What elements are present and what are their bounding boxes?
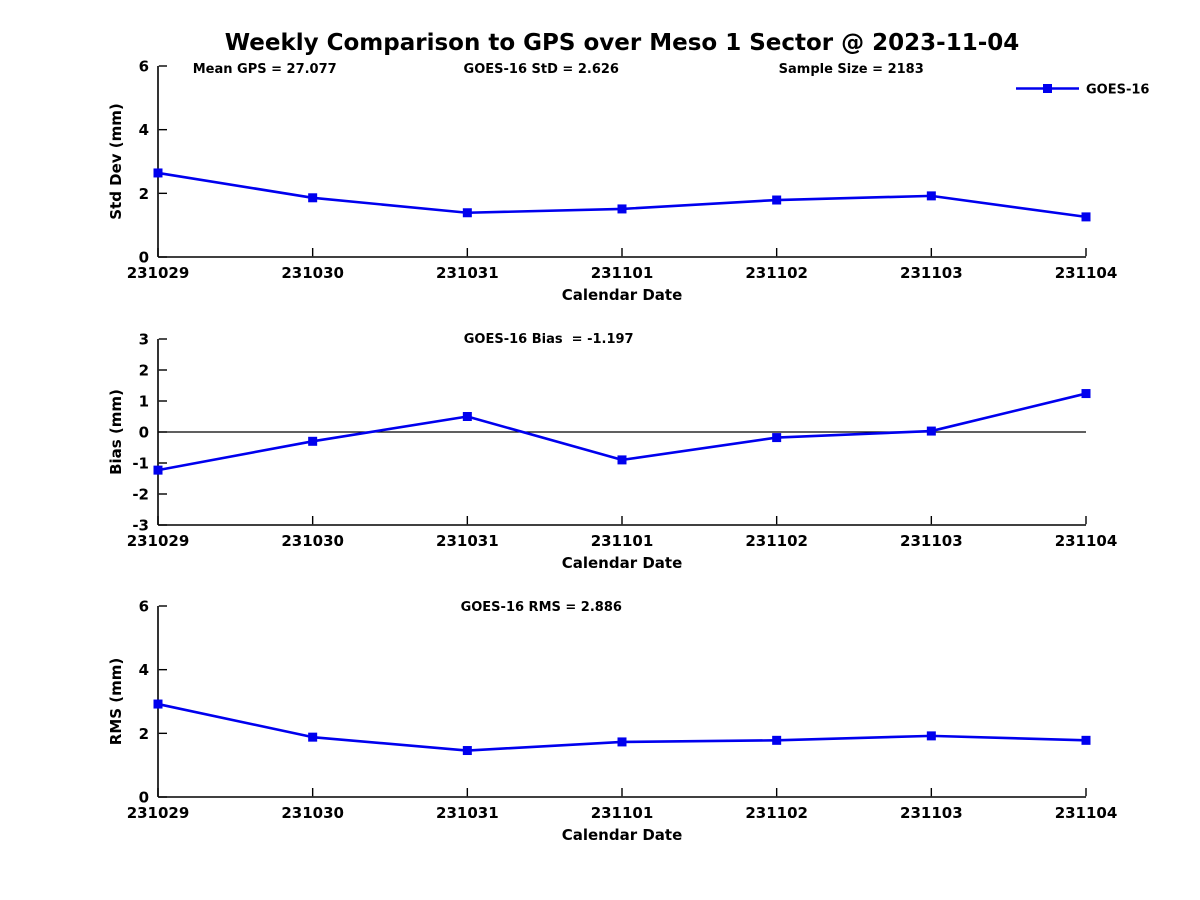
x-tick-label: 231029 <box>127 532 190 550</box>
x-tick-label: 231030 <box>281 804 344 822</box>
data-point-marker <box>772 433 782 443</box>
y-tick-label: -1 <box>132 455 149 473</box>
data-point-marker <box>926 426 936 436</box>
data-point-marker <box>617 204 627 214</box>
y-tick-label: 4 <box>139 661 149 679</box>
data-point-marker <box>462 746 472 756</box>
legend-label: GOES-16 <box>1086 83 1149 98</box>
data-point-marker <box>153 465 163 475</box>
data-point-marker <box>617 455 627 465</box>
x-tick-label: 231103 <box>900 804 963 822</box>
y-tick-label: 6 <box>139 58 149 76</box>
y-tick-label: 0 <box>139 789 149 807</box>
y-tick-label: 2 <box>139 185 149 203</box>
data-point-marker <box>462 412 472 421</box>
data-point-marker <box>308 193 318 203</box>
y-axis-title: Bias (mm) <box>107 389 125 475</box>
x-tick-label: 231101 <box>591 804 654 822</box>
figure-title: Weekly Comparison to GPS over Meso 1 Sec… <box>224 30 1020 56</box>
x-tick-label: 231029 <box>127 804 190 822</box>
data-point-marker <box>926 191 936 201</box>
x-tick-label: 231103 <box>900 532 963 550</box>
data-point-marker <box>308 436 318 446</box>
y-tick-label: 2 <box>139 725 149 743</box>
y-tick-label: 4 <box>139 121 149 139</box>
stat-annotation: GOES-16 Bias = -1.197 <box>464 332 634 347</box>
data-point-marker <box>1081 389 1091 399</box>
x-tick-label: 231031 <box>436 532 499 550</box>
x-tick-label: 231104 <box>1055 532 1118 550</box>
y-tick-label: 0 <box>139 424 149 442</box>
y-tick-label: 3 <box>139 331 149 349</box>
data-point-marker <box>308 732 318 742</box>
x-tick-label: 231102 <box>745 804 808 822</box>
x-tick-label: 231031 <box>436 264 499 282</box>
y-tick-label: -2 <box>132 486 149 504</box>
data-point-marker <box>153 168 163 178</box>
data-point-marker <box>772 735 782 745</box>
data-point-marker <box>153 699 163 709</box>
x-tick-label: 231101 <box>591 532 654 550</box>
x-tick-label: 231103 <box>900 264 963 282</box>
data-point-marker <box>617 737 627 747</box>
x-axis-title: Calendar Date <box>562 826 683 844</box>
y-tick-label: 2 <box>139 362 149 380</box>
x-tick-label: 231104 <box>1055 264 1118 282</box>
rms-mm-chart: 0 2 4 6 231029 231030 231031 231101 231102 231103… <box>107 598 1117 845</box>
stat-annotation: Mean GPS = 27.077 <box>193 62 337 77</box>
x-tick-label: 231101 <box>591 264 654 282</box>
x-tick-label: 231102 <box>745 532 808 550</box>
x-tick-label: 231104 <box>1055 804 1118 822</box>
x-tick-label: 231102 <box>745 264 808 282</box>
data-point-marker <box>1081 735 1091 745</box>
bias-mm-chart: -3 -2 -1 0 1 2 3 231029 231030 231031 231101 231102… <box>107 331 1117 573</box>
legend-marker <box>1043 84 1052 93</box>
data-point-marker <box>926 731 936 741</box>
y-tick-label: 0 <box>139 249 149 267</box>
y-axis-title: Std Dev (mm) <box>107 103 125 220</box>
x-axis-title: Calendar Date <box>562 286 683 304</box>
data-point-marker <box>1081 212 1091 222</box>
data-point-marker <box>772 195 782 205</box>
x-axis-title: Calendar Date <box>562 554 683 572</box>
x-tick-label: 231030 <box>281 264 344 282</box>
x-tick-label: 231029 <box>127 264 190 282</box>
y-tick-label: -3 <box>132 517 149 535</box>
stat-annotation: Sample Size = 2183 <box>779 62 924 77</box>
stat-annotation: GOES-16 RMS = 2.886 <box>461 600 622 615</box>
y-tick-label: 6 <box>139 598 149 616</box>
x-tick-label: 231031 <box>436 804 499 822</box>
y-axis-title: RMS (mm) <box>107 658 125 745</box>
y-tick-label: 1 <box>139 393 149 411</box>
x-tick-label: 231030 <box>281 532 344 550</box>
data-point-marker <box>462 208 472 218</box>
stat-annotation: GOES-16 StD = 2.626 <box>464 62 619 77</box>
legend: GOES-16 <box>1016 83 1149 98</box>
std-dev-mm-chart: 0 2 4 6 231029 231030 231031 231101 231102 231103… <box>107 58 1117 305</box>
